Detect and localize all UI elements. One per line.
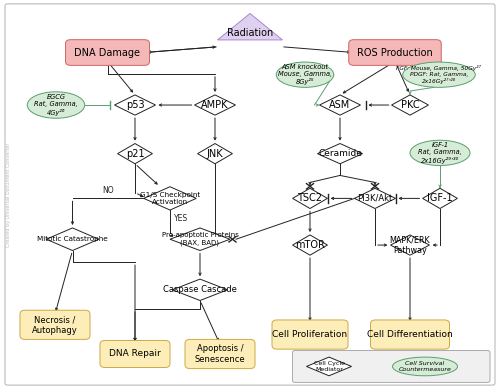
Polygon shape: [114, 95, 156, 115]
Text: FGF: Mouse, Gamma, 50Gy²⁷
PDGF: Rat, Gamma,
2x16Gy²⁷’²⁸: FGF: Mouse, Gamma, 50Gy²⁷ PDGF: Rat, Gam…: [396, 65, 482, 84]
Text: NO: NO: [102, 186, 114, 195]
Text: Radiation: Radiation: [227, 28, 273, 39]
Ellipse shape: [410, 140, 470, 166]
Polygon shape: [422, 188, 458, 209]
Ellipse shape: [27, 92, 85, 118]
Text: Necrosis /
Autophagy: Necrosis / Autophagy: [32, 315, 78, 335]
Text: mTOR: mTOR: [295, 240, 325, 250]
Polygon shape: [172, 279, 228, 300]
Polygon shape: [218, 14, 282, 40]
FancyBboxPatch shape: [66, 40, 150, 65]
FancyBboxPatch shape: [20, 310, 90, 339]
FancyBboxPatch shape: [185, 339, 255, 369]
Text: DNA Damage: DNA Damage: [74, 47, 140, 58]
Text: Mitotic Catastrophe: Mitotic Catastrophe: [37, 236, 108, 242]
Text: AMPK: AMPK: [201, 100, 229, 110]
Text: p21: p21: [126, 149, 144, 159]
Text: Apoptosis /
Senescence: Apoptosis / Senescence: [194, 344, 246, 364]
Text: MAPK/ERK
Pathway: MAPK/ERK Pathway: [390, 235, 430, 255]
FancyBboxPatch shape: [292, 350, 490, 382]
FancyBboxPatch shape: [349, 40, 442, 65]
Text: Cell Survival
Countermeasure: Cell Survival Countermeasure: [398, 361, 452, 372]
Ellipse shape: [392, 357, 458, 376]
FancyBboxPatch shape: [100, 340, 170, 368]
Text: Ceramide: Ceramide: [318, 149, 362, 158]
FancyBboxPatch shape: [370, 320, 450, 349]
Polygon shape: [46, 228, 98, 251]
Text: PKC: PKC: [400, 100, 419, 110]
Polygon shape: [170, 228, 230, 251]
Polygon shape: [318, 144, 362, 164]
Polygon shape: [392, 95, 428, 115]
Text: PI3K/Akt: PI3K/Akt: [358, 194, 392, 203]
Polygon shape: [198, 144, 232, 164]
Text: ASM: ASM: [330, 100, 350, 110]
Text: DNA Repair: DNA Repair: [109, 349, 161, 359]
Text: p53: p53: [126, 100, 144, 110]
Text: G1/S Checkpoint
Activation: G1/S Checkpoint Activation: [140, 192, 200, 205]
Text: TSC2: TSC2: [298, 193, 322, 203]
Text: YES: YES: [174, 214, 188, 223]
Polygon shape: [144, 187, 196, 210]
FancyBboxPatch shape: [272, 320, 348, 349]
Text: Created by Universal Document Converter: Created by Universal Document Converter: [6, 142, 12, 247]
Text: ASM knockout
Mouse, Gamma,
8Gy²⁵: ASM knockout Mouse, Gamma, 8Gy²⁵: [278, 64, 332, 85]
Polygon shape: [118, 144, 152, 164]
Ellipse shape: [276, 62, 334, 88]
Polygon shape: [390, 235, 430, 255]
Text: Cell Cycle
Mediator: Cell Cycle Mediator: [314, 361, 344, 372]
Text: ROS Production: ROS Production: [357, 47, 433, 58]
Text: IGF-1
Rat, Gamma,
2x16Gy²⁹’³⁰: IGF-1 Rat, Gamma, 2x16Gy²⁹’³⁰: [418, 142, 462, 163]
Text: Cell Proliferation: Cell Proliferation: [272, 330, 347, 339]
Polygon shape: [354, 188, 396, 209]
Text: Caspase Cascade: Caspase Cascade: [163, 285, 237, 294]
Polygon shape: [194, 95, 235, 115]
Text: Cell Differentiation: Cell Differentiation: [367, 330, 453, 339]
Polygon shape: [292, 188, 328, 209]
Text: IGF-1: IGF-1: [427, 193, 453, 203]
FancyBboxPatch shape: [5, 4, 495, 385]
Polygon shape: [320, 95, 360, 115]
Text: EGCG
Rat, Gamma,
4Gy²⁶: EGCG Rat, Gamma, 4Gy²⁶: [34, 95, 78, 116]
Text: Pro-apoptotic Proteins
(BAX, BAD): Pro-apoptotic Proteins (BAX, BAD): [162, 233, 238, 246]
Polygon shape: [292, 235, 328, 255]
Ellipse shape: [403, 62, 475, 88]
Polygon shape: [306, 357, 352, 376]
Text: JNK: JNK: [206, 149, 224, 159]
